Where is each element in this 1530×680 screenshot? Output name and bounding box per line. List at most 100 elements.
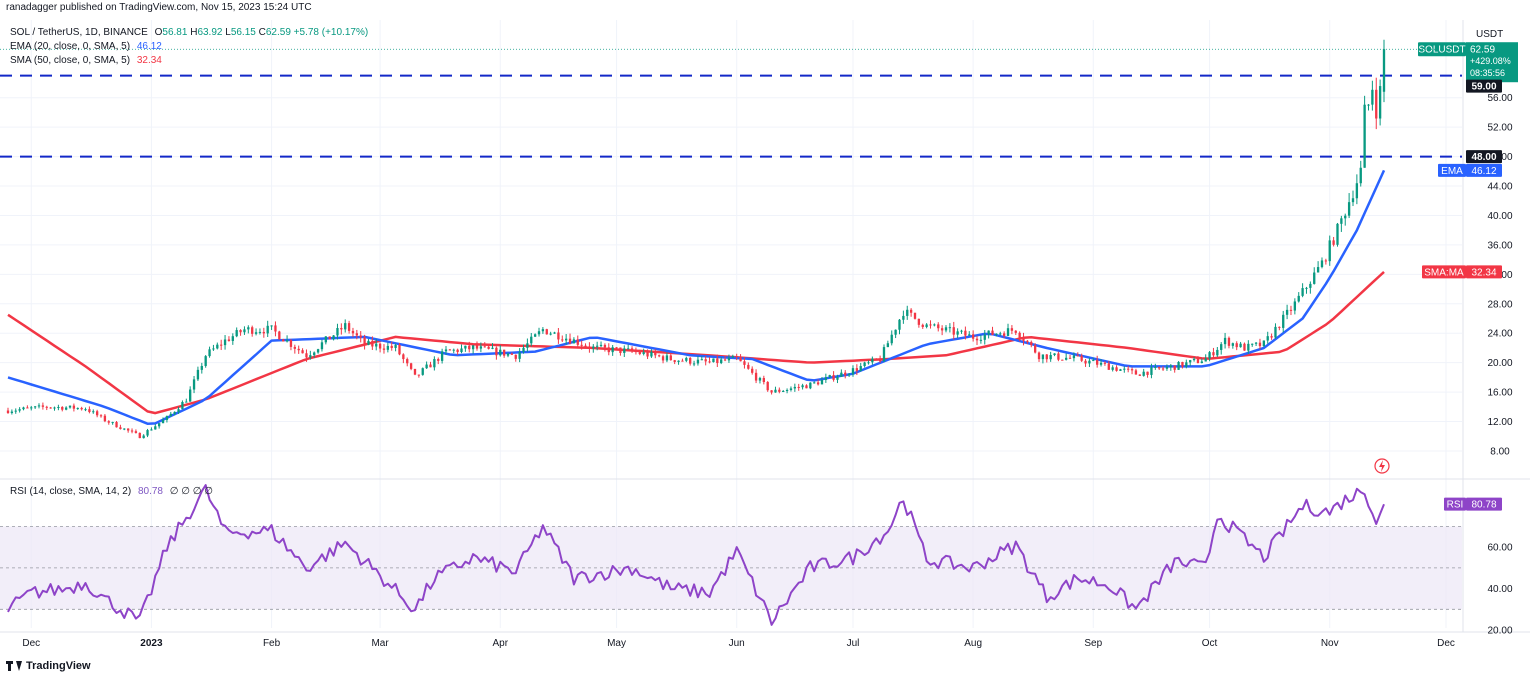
- ema-legend[interactable]: EMA (20, close, 0, SMA, 5) 46.12: [10, 41, 162, 52]
- candle-down: [340, 327, 343, 330]
- candle-down: [855, 368, 859, 371]
- sma-tag-bg: [1422, 265, 1466, 279]
- candle-down: [975, 338, 979, 341]
- candle-up: [1282, 314, 1285, 328]
- candle-up: [944, 327, 948, 331]
- candle-down: [437, 358, 440, 361]
- candle-down: [126, 428, 130, 431]
- candle-down: [359, 335, 362, 338]
- candle-up: [196, 369, 200, 380]
- candle-down: [658, 355, 661, 357]
- candle-down: [576, 339, 579, 345]
- candle-up: [809, 382, 812, 389]
- candle-up: [154, 426, 157, 430]
- candle-down: [483, 346, 486, 348]
- candle-down: [1018, 332, 1021, 338]
- level-59-badge: 59.00: [1471, 82, 1496, 93]
- candle-down: [832, 375, 835, 380]
- candle-up: [642, 352, 645, 355]
- candle-up: [1154, 366, 1157, 368]
- candle-up: [813, 382, 816, 384]
- candle-up: [1301, 288, 1304, 296]
- candle-up: [1328, 240, 1331, 262]
- candle-down: [103, 415, 107, 422]
- candle-up: [111, 422, 114, 424]
- candle-up: [692, 363, 696, 365]
- candle-down: [282, 339, 285, 342]
- candle-up: [506, 353, 510, 356]
- candle-up: [758, 378, 762, 381]
- candle-down: [909, 309, 913, 313]
- candle-down: [305, 353, 308, 358]
- candle-down: [72, 405, 76, 409]
- candle-up: [1223, 337, 1227, 345]
- candle-up: [898, 319, 901, 330]
- rsi-tick-label: 40.00: [1487, 584, 1512, 595]
- candle-up: [1313, 272, 1316, 284]
- candle-up: [142, 435, 145, 439]
- candle-down: [588, 346, 591, 349]
- candle-up: [173, 411, 176, 414]
- candle-down: [603, 344, 607, 348]
- candle-up: [150, 429, 153, 431]
- candle-up: [37, 405, 41, 407]
- candle-down: [1158, 366, 1161, 369]
- candle-up: [1099, 362, 1103, 365]
- candle-down: [1045, 354, 1048, 360]
- candle-up: [57, 406, 60, 408]
- flash-alert-icon[interactable]: [1374, 458, 1390, 474]
- candle-down: [351, 330, 355, 334]
- x-tick-label: 2023: [140, 638, 163, 649]
- candle-up: [1382, 49, 1386, 92]
- candle-down: [1076, 355, 1079, 357]
- candle-down: [134, 431, 138, 433]
- candle-down: [607, 347, 610, 353]
- price-tick-label: 20.00: [1487, 358, 1512, 369]
- candle-down: [1196, 359, 1200, 364]
- rsi-legend[interactable]: RSI (14, close, SMA, 14, 2) 80.78 ∅ ∅ ∅ …: [10, 486, 213, 497]
- candle-up: [309, 355, 312, 358]
- candle-down: [661, 356, 665, 361]
- candle-down: [913, 312, 917, 319]
- candle-down: [689, 357, 692, 364]
- tradingview-footer[interactable]: TradingView: [6, 660, 91, 672]
- candle-up: [522, 347, 525, 352]
- candle-down: [413, 368, 417, 375]
- candle-up: [231, 336, 234, 341]
- candle-up: [599, 344, 603, 346]
- candle-down: [61, 406, 64, 410]
- candle-up: [1262, 340, 1266, 347]
- candle-down: [1324, 260, 1328, 262]
- candle-down: [41, 405, 45, 407]
- x-tick-label: Jun: [729, 638, 745, 649]
- price-badges: SOLUSDT 62.59+429.08% 08:35:56 59.00 48.00 EM…: [0, 42, 1518, 511]
- candle-up: [1266, 336, 1269, 341]
- candle-down: [1289, 309, 1293, 311]
- candle-down: [1037, 352, 1041, 360]
- candle-up: [491, 347, 494, 349]
- rsi-tag: RSI: [1447, 500, 1464, 511]
- candle-up: [53, 407, 56, 409]
- sma-value: 32.34: [136, 55, 162, 66]
- candle-down: [1270, 336, 1273, 338]
- candle-up: [1142, 371, 1145, 376]
- candle-up: [208, 349, 211, 357]
- candle-up: [1053, 353, 1056, 356]
- candle-down: [475, 345, 479, 349]
- candle-up: [1185, 362, 1188, 367]
- x-tick-label: May: [607, 638, 626, 649]
- candle-up: [1297, 295, 1300, 302]
- candle-up: [549, 333, 552, 335]
- candle-up: [995, 333, 998, 335]
- horizontal-levels[interactable]: [0, 74, 1462, 158]
- sma-legend[interactable]: SMA (50, close, 0, SMA, 5) 32.34: [10, 55, 162, 66]
- candle-down: [1146, 371, 1149, 375]
- candle-up: [394, 344, 397, 348]
- symbol-legend: SOL / TetherUS, 1D, BINANCE O56.81 H63.9…: [10, 27, 368, 38]
- candle-down: [1212, 352, 1215, 356]
- candle-down: [448, 349, 452, 351]
- rsi-tick-label: 20.00: [1487, 626, 1512, 637]
- candle-up: [158, 423, 161, 427]
- candle-up: [999, 333, 1002, 335]
